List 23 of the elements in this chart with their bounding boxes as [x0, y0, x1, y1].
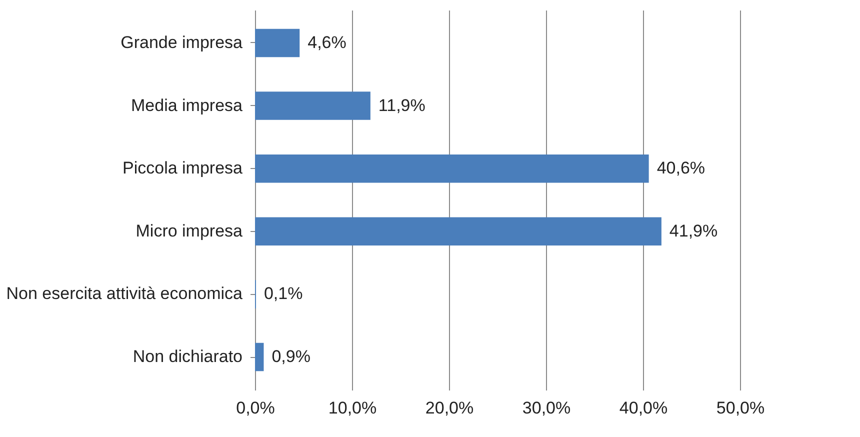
bar [255, 217, 662, 246]
y-tick-label: Micro impresa [136, 221, 244, 240]
y-tick-label: Grande impresa [120, 32, 244, 52]
x-tick-label: 30,0% [522, 398, 571, 418]
data-label: 40,6% [656, 158, 706, 178]
data-label: 0,1% [264, 284, 303, 304]
y-tick-label: Media impresa [131, 96, 244, 115]
y-tick-label: Non dichiarato [132, 347, 242, 366]
data-label: 4,6% [308, 32, 346, 52]
x-tick-label: 10,0% [328, 398, 377, 418]
x-tick-label: 50,0% [716, 398, 765, 418]
bar [255, 28, 300, 58]
bar [255, 154, 649, 183]
data-label: 41,9% [669, 221, 718, 240]
data-label: 0,9% [272, 347, 310, 366]
data-label: 11,9% [378, 96, 426, 115]
y-tick-label: Non esercita attività economica [6, 284, 244, 304]
bar [255, 92, 370, 120]
y-tick-label: Piccola impresa [122, 158, 244, 178]
x-tick-label: 20,0% [425, 398, 474, 418]
bar [255, 342, 264, 372]
x-tick-label: 40,0% [619, 398, 668, 418]
x-tick-label: 0,0% [236, 398, 275, 418]
